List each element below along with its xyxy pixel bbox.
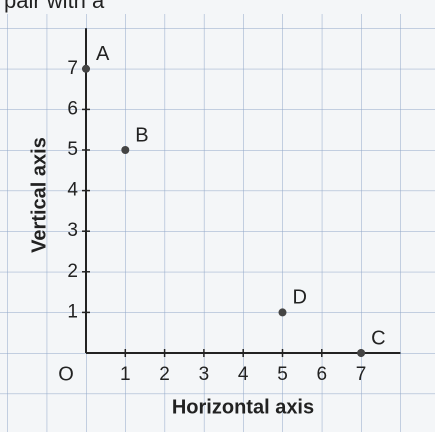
origin-label: O [58,363,74,385]
y-tick-label: 3 [67,220,78,241]
point [121,146,129,154]
y-tick-label: 1 [67,301,78,322]
point-label: B [135,124,148,146]
x-tick-label: 4 [238,364,249,385]
point [357,349,365,357]
y-axis-label: Vertical axis [28,137,50,253]
x-tick-label: 2 [159,364,170,385]
y-tick-label: 2 [67,261,78,282]
x-tick-label: 7 [356,364,367,385]
x-tick-label: 6 [317,364,328,385]
point [82,65,90,73]
y-tick-label: 6 [67,98,78,119]
x-axis-label: Horizontal axis [172,396,314,418]
point-label: C [371,327,385,349]
page: {"chart_data": {"type": "scatter", "head… [0,0,435,432]
point [279,308,287,316]
y-tick-label: 4 [67,180,78,201]
x-tick-label: 1 [120,364,131,385]
y-tick-label: 7 [67,58,78,79]
x-tick-label: 5 [277,364,288,385]
x-tick-label: 3 [199,364,210,385]
header-fragment: pair with a [4,0,105,13]
y-tick-label: 5 [67,139,78,160]
point-label: A [96,43,110,65]
chart: pair with a O Horizontal axis Vertical a… [0,0,435,432]
point-label: D [293,287,307,309]
